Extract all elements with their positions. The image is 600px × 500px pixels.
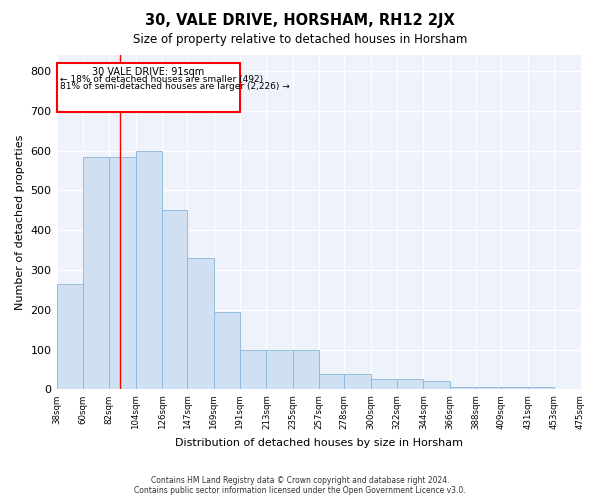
Bar	[83, 156, 109, 390]
Bar	[319, 374, 344, 390]
Bar	[240, 350, 266, 390]
Text: Contains HM Land Registry data © Crown copyright and database right 2024.
Contai: Contains HM Land Registry data © Crown c…	[134, 476, 466, 495]
Text: 30, VALE DRIVE, HORSHAM, RH12 2JX: 30, VALE DRIVE, HORSHAM, RH12 2JX	[145, 12, 455, 28]
Bar	[476, 388, 502, 390]
Bar	[371, 380, 397, 390]
Bar	[187, 258, 214, 390]
X-axis label: Distribution of detached houses by size in Horsham: Distribution of detached houses by size …	[175, 438, 463, 448]
Text: Size of property relative to detached houses in Horsham: Size of property relative to detached ho…	[133, 32, 467, 46]
Bar	[214, 312, 240, 390]
Bar	[56, 284, 83, 390]
Bar	[424, 382, 450, 390]
Bar	[162, 210, 187, 390]
Bar	[502, 388, 528, 390]
Bar	[528, 388, 554, 390]
Text: 30 VALE DRIVE: 91sqm: 30 VALE DRIVE: 91sqm	[92, 67, 205, 77]
Text: 81% of semi-detached houses are larger (2,226) →: 81% of semi-detached houses are larger (…	[60, 82, 290, 91]
Bar	[136, 150, 162, 390]
Bar	[293, 350, 319, 390]
Bar	[109, 156, 136, 390]
Bar	[450, 388, 476, 390]
Text: ← 18% of detached houses are smaller (492): ← 18% of detached houses are smaller (49…	[60, 75, 263, 84]
Bar	[397, 380, 424, 390]
Bar	[266, 350, 293, 390]
Bar	[56, 63, 240, 112]
Bar	[344, 374, 371, 390]
Y-axis label: Number of detached properties: Number of detached properties	[15, 134, 25, 310]
